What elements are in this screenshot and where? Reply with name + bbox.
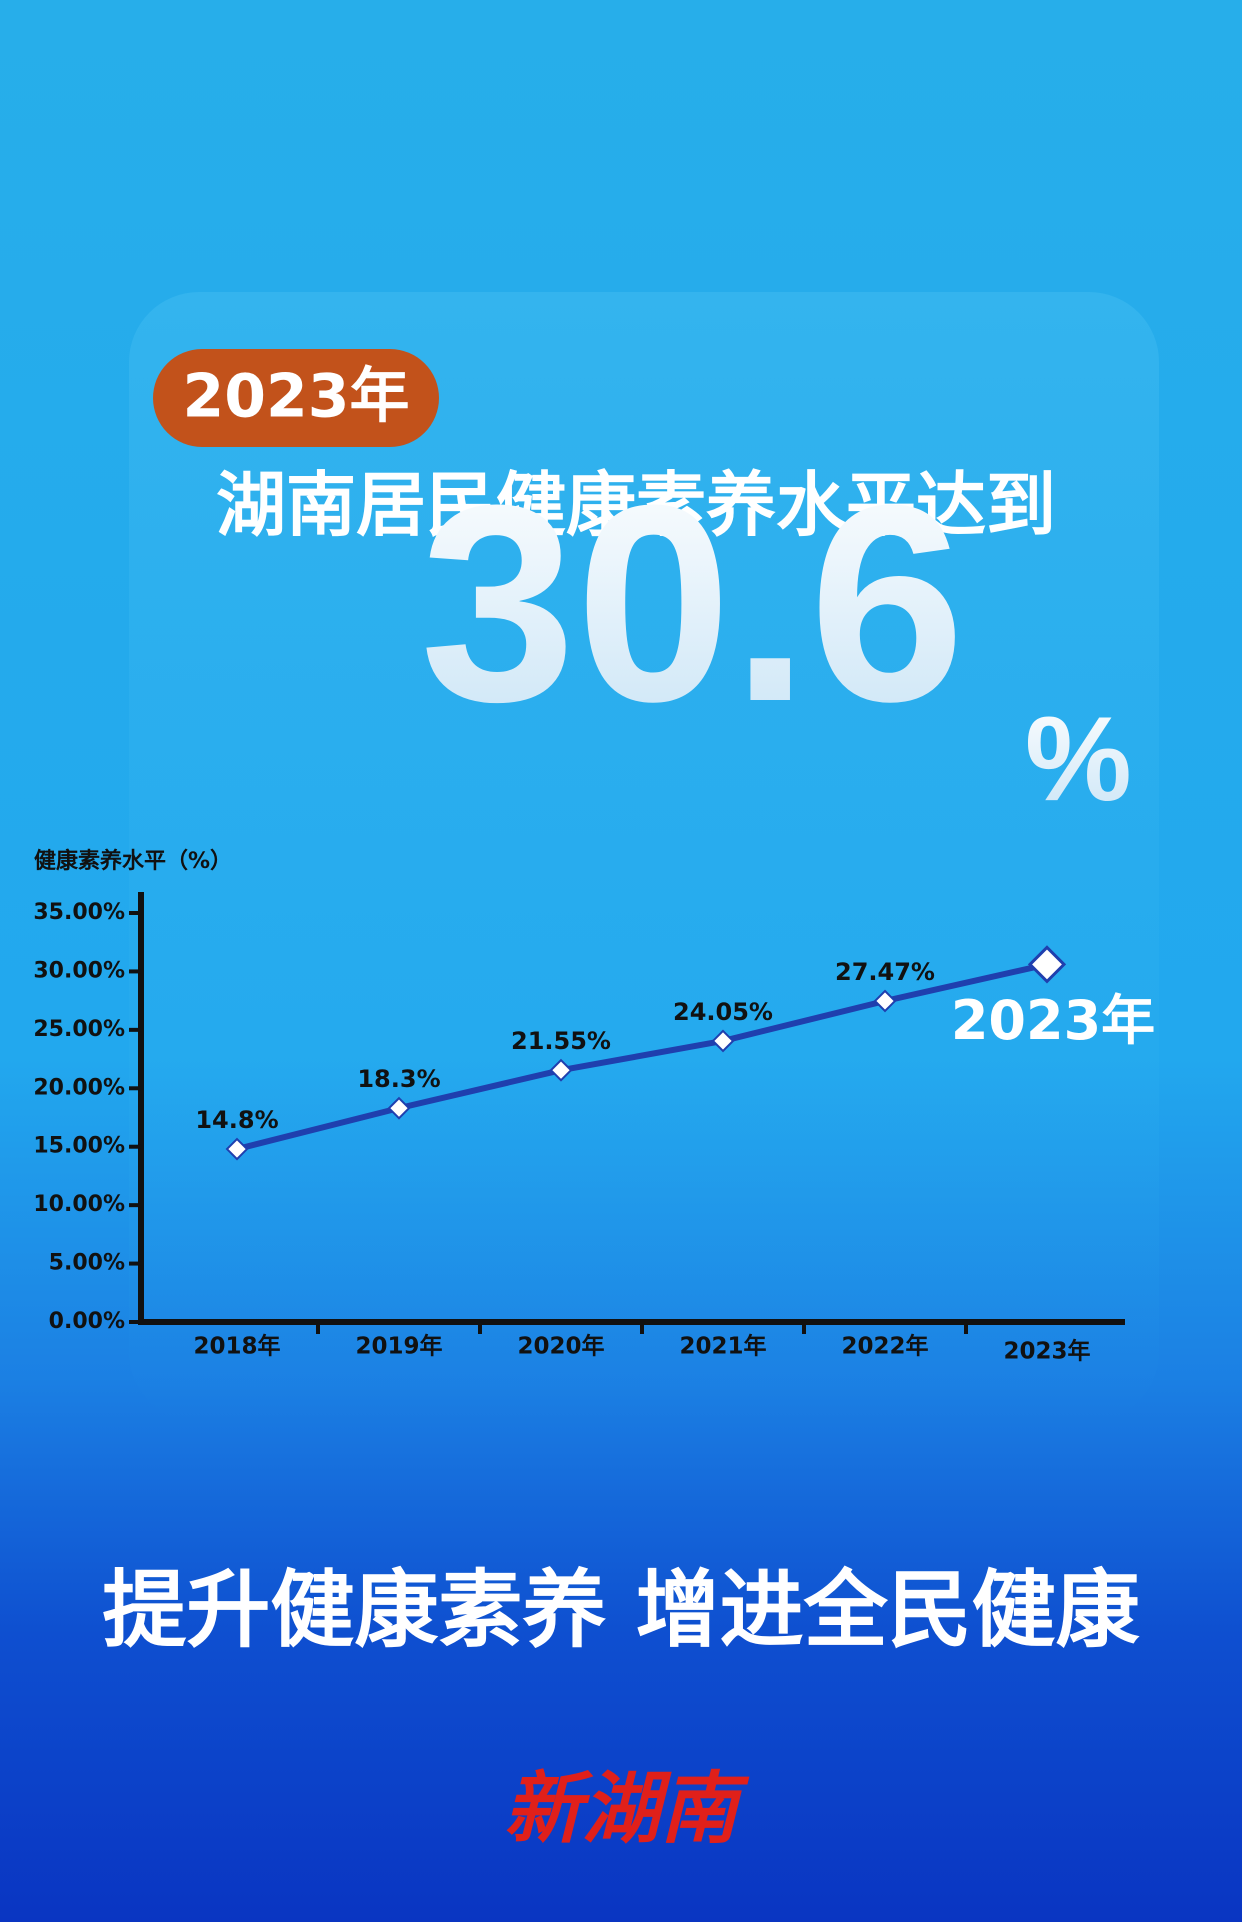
headline: 湖南居民健康素养水平达到 [216, 464, 1056, 546]
x-tick-label: 2019年 [355, 1333, 442, 1360]
x-tick-label: 2021年 [679, 1333, 766, 1360]
y-tick-label: 30.00% [33, 958, 125, 983]
point-marker [711, 1029, 735, 1053]
point-marker [873, 989, 897, 1013]
value-label: 18.3% [357, 1065, 440, 1093]
big-unit: % [1025, 692, 1132, 826]
y-axis-label: 健康素养水平（%） [34, 848, 232, 874]
annotation: 2023年 [951, 989, 1155, 1052]
y-tick-label: 35.00% [33, 900, 125, 925]
data-line [236, 961, 1048, 1152]
value-label: 27.47% [835, 958, 935, 986]
chart: 0.00% 5.00% 10.00% 15.00% 20.00% 25.00% 30.00%… [33, 892, 1155, 1365]
y-tick-label: 25.00% [33, 1017, 125, 1042]
big-number: 30.6 [420, 448, 965, 760]
y-tick-label: 20.00% [33, 1075, 125, 1100]
panel [129, 292, 1159, 1422]
value-label: 14.8% [195, 1106, 278, 1134]
slogan: 提升健康素养 增进全民健康 [102, 1561, 1139, 1659]
y-tick-label: 10.00% [33, 1192, 125, 1217]
y-tick-label: 0.00% [49, 1309, 125, 1334]
x-tick-label: 2020年 [517, 1333, 604, 1360]
x-tick-label: 2022年 [841, 1333, 928, 1360]
y-tick-label: 5.00% [49, 1251, 125, 1276]
point-marker [225, 1137, 249, 1161]
x-tick-label: 2018年 [193, 1333, 280, 1360]
point-marker [387, 1096, 411, 1120]
badge-bg [153, 349, 439, 447]
point-marker [549, 1058, 573, 1082]
point-marker [1027, 945, 1067, 984]
y-tick-label: 15.00% [33, 1134, 125, 1159]
value-label: 21.55% [511, 1027, 611, 1055]
x-tick-label: 2023年 [1003, 1338, 1090, 1365]
value-label: 24.05% [673, 998, 773, 1026]
logo: 新湖南 [504, 1764, 750, 1855]
badge: 2023年 [183, 362, 410, 432]
